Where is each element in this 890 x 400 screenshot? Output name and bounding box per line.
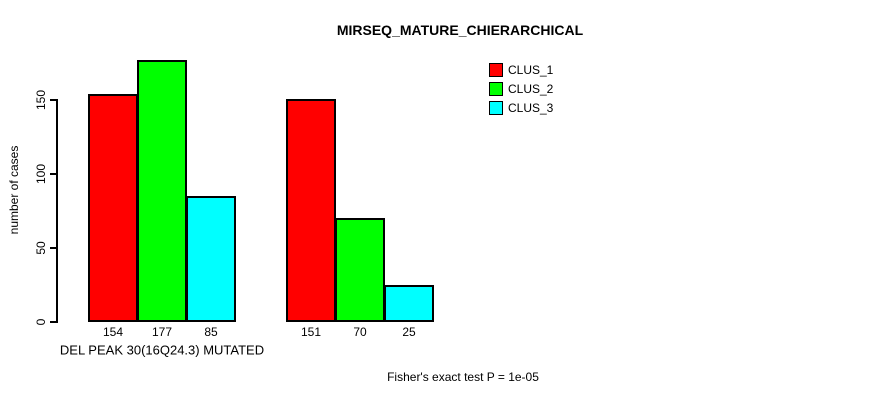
bar-value-label: 25 bbox=[402, 325, 416, 339]
y-axis-line bbox=[56, 99, 58, 323]
bar-clus_1-group1 bbox=[88, 94, 138, 322]
y-axis-tick-label: 100 bbox=[34, 163, 48, 185]
legend-label: CLUS_3 bbox=[508, 101, 554, 115]
fisher-test-annotation: Fisher's exact test P = 1e-05 bbox=[387, 370, 539, 384]
legend-color-swatch bbox=[489, 63, 503, 77]
legend-color-swatch bbox=[489, 82, 503, 96]
legend-item-clus_2: CLUS_2 bbox=[489, 82, 553, 96]
y-axis-tick-label: 0 bbox=[34, 318, 48, 326]
y-axis-tick bbox=[50, 173, 57, 175]
legend-label: CLUS_1 bbox=[508, 63, 554, 77]
legend-color-swatch bbox=[489, 101, 503, 115]
y-axis-tick-label: 50 bbox=[34, 241, 48, 255]
bar-clus_3-group2 bbox=[384, 285, 434, 322]
y-axis-title: number of cases bbox=[7, 145, 21, 235]
bar-value-label: 177 bbox=[151, 325, 173, 339]
bar-clus_3-group1 bbox=[186, 196, 236, 322]
bar-value-label: 70 bbox=[353, 325, 367, 339]
bar-value-label: 154 bbox=[102, 325, 124, 339]
legend-item-clus_3: CLUS_3 bbox=[489, 101, 553, 115]
legend: CLUS_1 CLUS_2 CLUS_3 bbox=[489, 63, 553, 120]
bar-clus_2-group2 bbox=[335, 218, 385, 322]
bar-value-label: 85 bbox=[204, 325, 218, 339]
y-axis-tick bbox=[50, 247, 57, 249]
bar-value-label: 151 bbox=[300, 325, 322, 339]
y-axis-tick bbox=[50, 321, 57, 323]
chart-title: MIRSEQ_MATURE_CHIERARCHICAL bbox=[336, 22, 584, 38]
legend-label: CLUS_2 bbox=[508, 82, 554, 96]
bar-clus_1-group2 bbox=[286, 99, 336, 322]
x-axis-group-label: DEL PEAK 30(16Q24.3) MUTATED bbox=[59, 342, 265, 358]
y-axis-tick bbox=[50, 99, 57, 101]
legend-item-clus_1: CLUS_1 bbox=[489, 63, 553, 77]
y-axis-tick-label: 150 bbox=[34, 89, 48, 111]
bar-clus_2-group1 bbox=[137, 60, 187, 322]
